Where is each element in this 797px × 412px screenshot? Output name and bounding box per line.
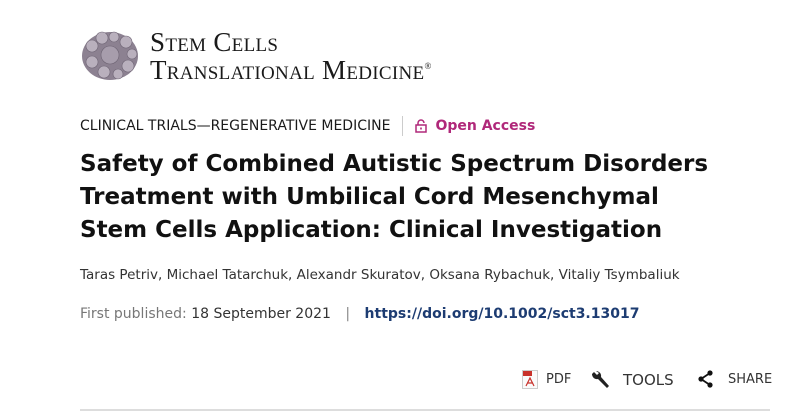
wrench-icon — [591, 370, 609, 388]
doi-link[interactable]: https://doi.org/10.1002/sct3.13017 — [364, 306, 640, 322]
logo-line-2: Translational Medicine — [150, 54, 425, 85]
article-category[interactable]: CLINICAL TRIALS—REGENERATIVE MEDICINE — [80, 118, 391, 134]
article-meta: CLINICAL TRIALS—REGENERATIVE MEDICINE Op… — [80, 116, 535, 136]
published-date: 18 September 2021 — [191, 306, 331, 322]
journal-logo[interactable]: Stem Cells Translational Medicine® — [80, 28, 432, 83]
pdf-label: PDF — [546, 372, 572, 387]
tools-button[interactable]: TOOLS — [591, 370, 674, 390]
share-icon — [698, 370, 713, 388]
open-access-badge: Open Access — [415, 118, 535, 134]
section-divider — [80, 409, 770, 411]
share-label: SHARE — [728, 371, 773, 387]
tools-label: TOOLS — [623, 371, 674, 389]
logo-line-1: Stem Cells — [150, 26, 279, 57]
publication-info: First published: 18 September 2021 | htt… — [80, 306, 639, 322]
unlock-icon — [415, 119, 428, 133]
pdf-icon — [522, 370, 538, 389]
pub-separator: | — [345, 306, 351, 322]
author-list[interactable]: Taras Petriv, Michael Tatarchuk, Alexand… — [80, 267, 680, 283]
article-title: Safety of Combined Autistic Spectrum Dis… — [80, 151, 709, 243]
share-button[interactable]: SHARE — [698, 370, 772, 388]
registered-mark: ® — [424, 60, 432, 71]
open-access-label: Open Access — [435, 118, 536, 134]
pdf-button[interactable]: PDF — [522, 370, 571, 389]
meta-divider — [402, 116, 404, 136]
cell-cluster-logo-icon — [82, 31, 138, 80]
first-published-label: First published: — [80, 306, 187, 322]
